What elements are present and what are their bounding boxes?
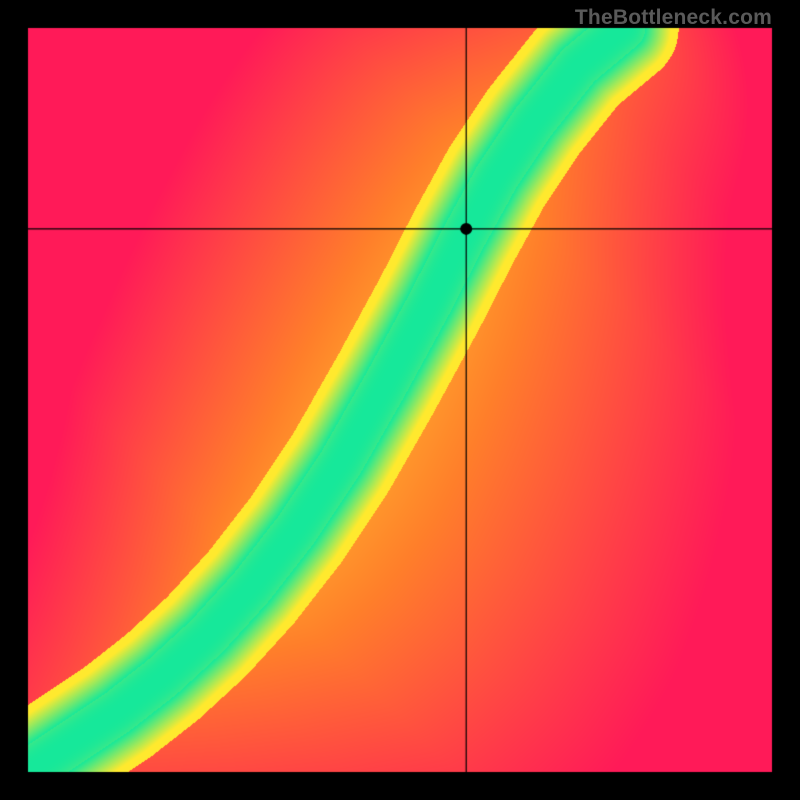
chart-container: TheBottleneck.com [0,0,800,800]
watermark-text: TheBottleneck.com [575,6,772,30]
bottleneck-heatmap [0,0,800,800]
